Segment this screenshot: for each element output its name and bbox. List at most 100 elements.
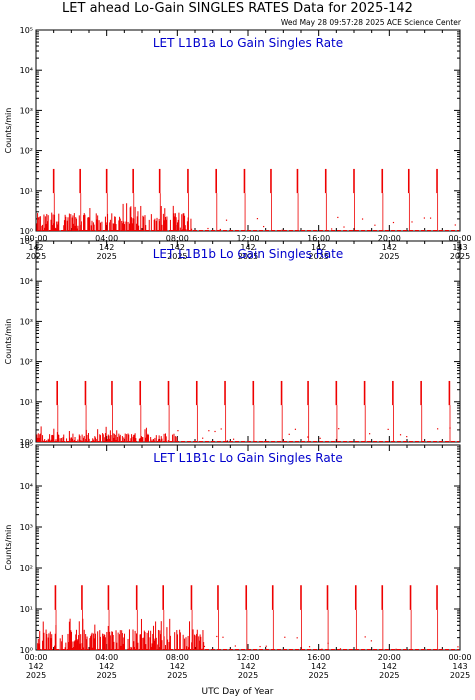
data-point [220,428,222,430]
y-axis-label: Counts/min [4,525,13,571]
data-point [234,645,236,647]
x-tick-year: 2025 [379,252,399,261]
y-tick-label: 10¹ [20,398,33,407]
x-tick-time: 12:00 [236,234,259,243]
x-tick-day: 142 [382,662,397,671]
y-tick-label: 10⁵ [20,237,33,246]
panel-title: LET L1B1c Lo Gain Singles Rate [153,451,343,465]
x-tick-day: 143 [452,662,467,671]
y-tick-label: 10³ [20,317,33,326]
data-point [339,648,342,650]
y-tick-label: 10³ [20,106,33,115]
x-tick-year: 2025 [167,671,187,680]
page-title: LET ahead Lo-Gain SINGLES RATES Data for… [62,1,413,16]
y-tick-label: 10⁴ [20,277,33,286]
x-tick-day: 142 [170,662,185,671]
data-point [437,428,439,430]
data-point [232,438,235,440]
generation-timestamp: Wed May 28 09:57:28 2025 ACE Science Cen… [280,18,461,27]
data-point [256,218,259,220]
x-tick-day: 142 [99,243,114,252]
y-axis-label: Counts/min [4,108,13,154]
data-point [202,437,204,439]
x-tick-year: 2025 [450,671,470,680]
data-point [331,228,333,230]
data-point [429,217,432,219]
data-point [296,637,298,639]
x-tick-time: 20:00 [378,653,401,662]
x-tick-time: 12:00 [236,653,259,662]
y-tick-label: 10⁰ [20,227,33,236]
data-point [374,224,376,226]
x-tick-time: 08:00 [166,653,189,662]
panel-2 [35,240,461,443]
data-point [423,217,425,219]
data-point [216,635,218,638]
data-point [406,436,408,438]
plot-frame [35,240,461,443]
data-point [288,433,290,435]
x-tick-time: 08:00 [166,234,189,243]
data-point [308,646,311,648]
data-point [222,636,224,638]
x-tick-day: 142 [240,243,255,252]
x-tick-time: 04:00 [95,234,118,243]
data-point [395,648,397,650]
panel-title: LET L1B1b Lo Gain Singles Rate [153,247,344,261]
y-tick-label: 10¹ [20,187,33,196]
data-point [411,221,413,223]
data-point [263,225,265,228]
x-tick-day: 142 [99,662,114,671]
data-point [319,437,321,439]
data-point [177,430,179,432]
x-tick-day: 142 [311,243,326,252]
x-tick-day: 142 [170,243,185,252]
x-tick-time: 04:00 [95,653,118,662]
x-tick-year: 2025 [96,671,116,680]
plot-frame [35,29,461,232]
y-tick-label: 10³ [20,523,33,532]
y-tick-label: 10⁵ [20,26,33,35]
x-tick-year: 2025 [26,671,46,680]
x-tick-day: 142 [382,243,397,252]
data-point [370,640,372,642]
data-point [219,228,221,231]
x-tick-day: 142 [28,662,43,671]
panel-title: LET L1B1a Lo Gain Singles Rate [153,36,343,50]
y-tick-label: 10² [20,358,33,367]
y-tick-label: 10² [20,147,33,156]
x-tick-year: 2025 [96,252,116,261]
y-tick-label: 10² [20,564,33,573]
x-tick-year: 2025 [238,252,258,261]
data-point [457,646,459,648]
data-point [226,440,228,442]
x-tick-year: 2025 [238,671,258,680]
data-point [207,227,209,230]
data-point [369,433,371,435]
y-tick-label: 10¹ [20,605,33,614]
data-point [259,645,261,648]
plot-frame [35,444,461,651]
data-point [392,221,395,224]
x-tick-time: 00:00 [448,234,471,243]
x-tick-time: 00:00 [24,653,47,662]
y-tick-label: 10⁴ [20,482,33,491]
x-tick-year: 2025 [379,671,399,680]
x-tick-time: 00:00 [24,234,47,243]
y-tick-label: 10⁴ [20,66,33,75]
data-point [321,648,323,650]
data-point [294,428,297,430]
data-point [203,645,206,648]
x-tick-year: 2025 [308,671,328,680]
data-point [343,226,345,228]
y-tick-label: 10⁰ [20,438,33,447]
data-point [337,216,339,219]
x-axis-label: UTC Day of Year [201,687,274,697]
data-point [281,229,283,231]
data-point [387,428,389,430]
data-point [284,636,286,638]
x-tick-time: 20:00 [378,234,401,243]
data-point [307,436,309,438]
data-point [454,224,456,226]
